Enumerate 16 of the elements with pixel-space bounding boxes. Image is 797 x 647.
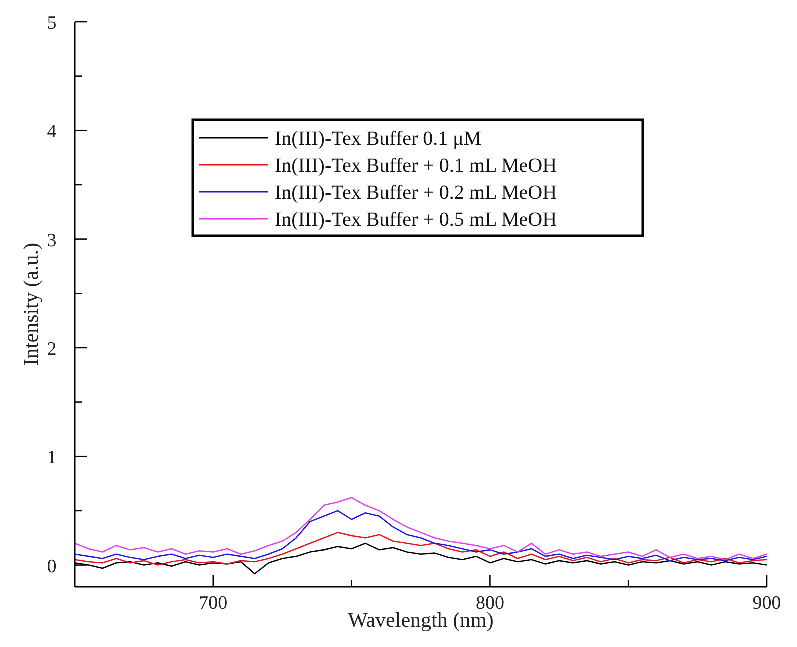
y-axis-title: Intensity (a.u.) bbox=[19, 242, 43, 366]
x-tick-label: 700 bbox=[199, 593, 228, 614]
line-series bbox=[74, 497, 768, 560]
y-tick-label: 0 bbox=[47, 556, 57, 578]
legend-label: In(III)-Tex Buffer + 0.2 mL MeOH bbox=[275, 182, 558, 204]
y-tick-label: 5 bbox=[47, 13, 57, 34]
line-series bbox=[74, 532, 768, 566]
y-tick-label: 3 bbox=[47, 230, 57, 252]
x-tick-label: 900 bbox=[752, 593, 782, 614]
y-tick-label: 4 bbox=[47, 122, 58, 143]
line-series bbox=[74, 510, 768, 562]
y-tick-label: 2 bbox=[47, 338, 57, 360]
legend-label: In(III)-Tex Buffer + 0.1 mL MeOH bbox=[275, 155, 558, 177]
legend-label: In(III)-Tex Buffer 0.1 μM bbox=[275, 128, 482, 150]
y-tick-label: 1 bbox=[47, 448, 57, 469]
legend-label: In(III)-Tex Buffer + 0.5 mL MeOH bbox=[275, 209, 558, 231]
